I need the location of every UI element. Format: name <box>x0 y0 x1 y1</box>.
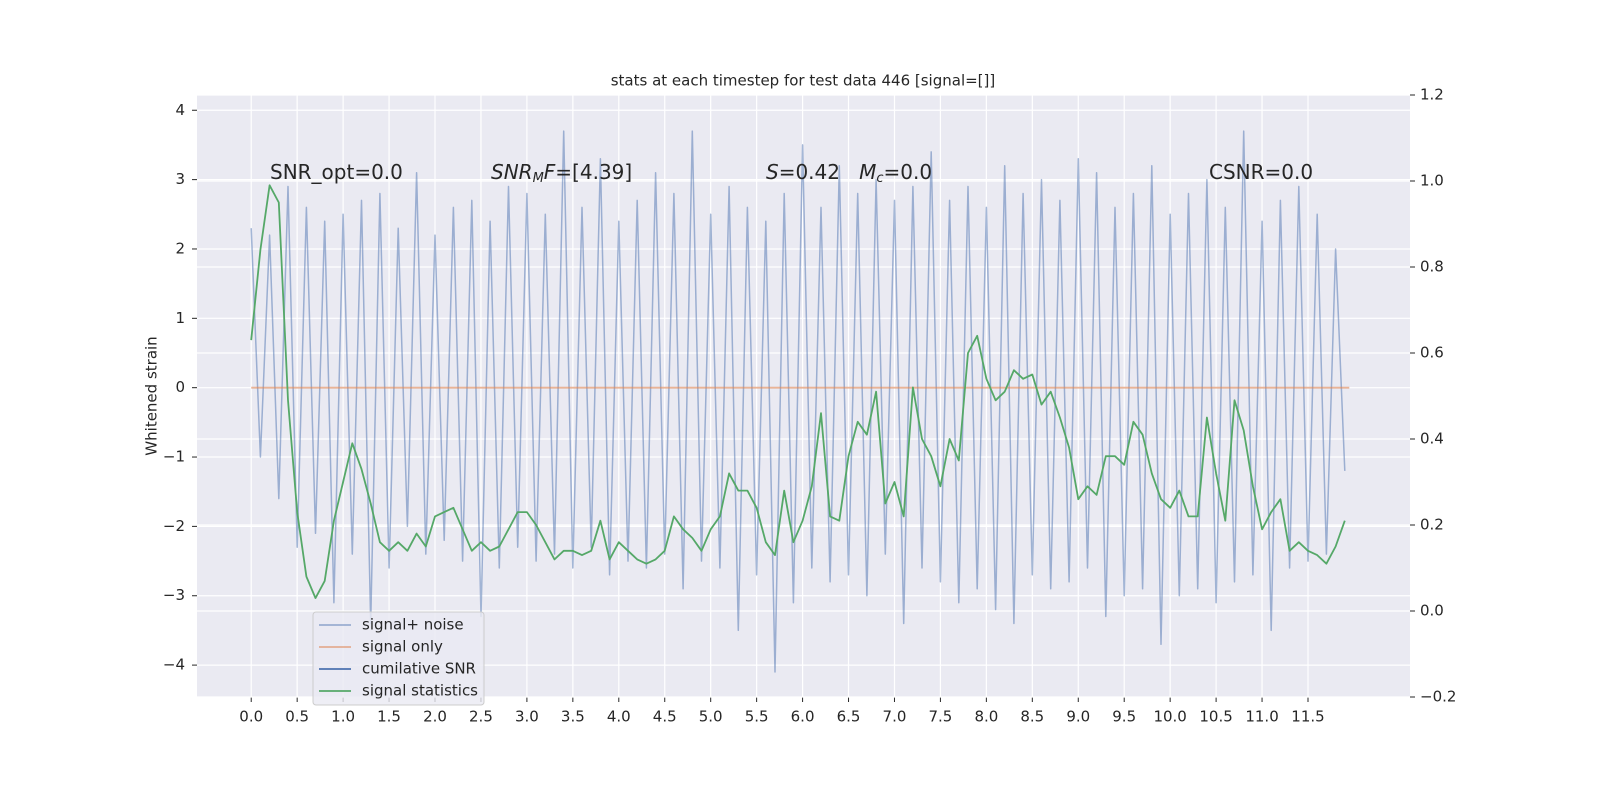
y-tick-label: 2 <box>175 239 185 257</box>
x-tick-label: 7.5 <box>928 708 952 726</box>
x-tick-label: 8.0 <box>974 708 998 726</box>
x-tick-label: 4.0 <box>607 708 631 726</box>
annotation-part: =0.0 <box>884 160 933 184</box>
annotation-part: =0.42 <box>779 160 859 184</box>
x-tick-label: 7.0 <box>883 708 907 726</box>
x-tick-label: 6.5 <box>837 708 861 726</box>
y-tick-label: 3 <box>175 170 185 188</box>
x-tick-label: 9.5 <box>1112 708 1136 726</box>
annotation-part: SNR <box>491 160 533 184</box>
y-axis-label: Whitened strain <box>143 336 161 455</box>
legend-label: signal statistics <box>362 682 478 700</box>
y-tick-label: −3 <box>163 586 185 604</box>
annotation-part: F <box>544 160 556 184</box>
y-tick-label: 4 <box>175 101 185 119</box>
y2-tick-label: 0.0 <box>1420 602 1444 620</box>
x-tick-label: 10.0 <box>1153 708 1186 726</box>
y-tick-label: −1 <box>163 448 185 466</box>
series-line <box>250 130 1346 673</box>
x-tick-label: 3.0 <box>515 708 539 726</box>
legend-label: signal only <box>362 638 443 656</box>
x-tick-label: 4.5 <box>653 708 677 726</box>
y2-tick-label: 0.4 <box>1420 430 1444 448</box>
y-tick-label: −2 <box>163 517 185 535</box>
annotation-part: S <box>766 160 779 184</box>
x-tick-label: 11.0 <box>1245 708 1278 726</box>
y2-tick-label: −0.2 <box>1420 688 1456 706</box>
x-tick-label: 3.5 <box>561 708 585 726</box>
x-tick-label: 6.0 <box>791 708 815 726</box>
x-tick-label: 1.0 <box>331 708 355 726</box>
y2-tick-label: 0.6 <box>1420 344 1444 362</box>
series-line <box>250 184 1346 599</box>
annotation-part: c <box>876 171 883 186</box>
x-tick-label: 5.5 <box>745 708 769 726</box>
x-tick-label: 2.5 <box>469 708 493 726</box>
legend-label: cumilative SNR <box>362 660 476 678</box>
annotation-part: =[4.39] <box>555 160 632 184</box>
x-tick-label: 10.5 <box>1199 708 1232 726</box>
annotation: SNRMF=[4.39] <box>491 160 632 186</box>
legend-label: signal+ noise <box>362 616 464 634</box>
x-tick-label: 1.5 <box>377 708 401 726</box>
y2-tick-label: 1.0 <box>1420 172 1444 190</box>
annotation-part: M <box>533 171 544 186</box>
x-tick-label: 0.5 <box>285 708 309 726</box>
y-tick-label: 0 <box>175 378 185 396</box>
y-tick-label: −4 <box>163 656 185 674</box>
chart-title: stats at each timestep for test data 446… <box>611 72 996 90</box>
x-tick-label: 2.0 <box>423 708 447 726</box>
x-tick-label: 9.0 <box>1066 708 1090 726</box>
annotation: S=0.42 Mc=0.0 <box>766 160 932 186</box>
annotation-part: SNR_opt=0.0 <box>270 160 403 184</box>
y2-tick-label: 0.2 <box>1420 516 1444 534</box>
y-tick-label: 1 <box>175 309 185 327</box>
legend-box <box>312 611 485 706</box>
x-tick-label: 8.5 <box>1020 708 1044 726</box>
annotation-part: M <box>859 160 876 184</box>
annotation: SNR_opt=0.0 <box>270 160 403 184</box>
annotation-part: CSNR=0.0 <box>1209 160 1313 184</box>
x-tick-label: 5.0 <box>699 708 723 726</box>
x-tick-label: 11.5 <box>1291 708 1324 726</box>
x-tick-label: 0.0 <box>239 708 263 726</box>
y2-tick-label: 1.2 <box>1420 86 1444 104</box>
annotation: CSNR=0.0 <box>1209 160 1313 184</box>
y2-tick-label: 0.8 <box>1420 258 1444 276</box>
